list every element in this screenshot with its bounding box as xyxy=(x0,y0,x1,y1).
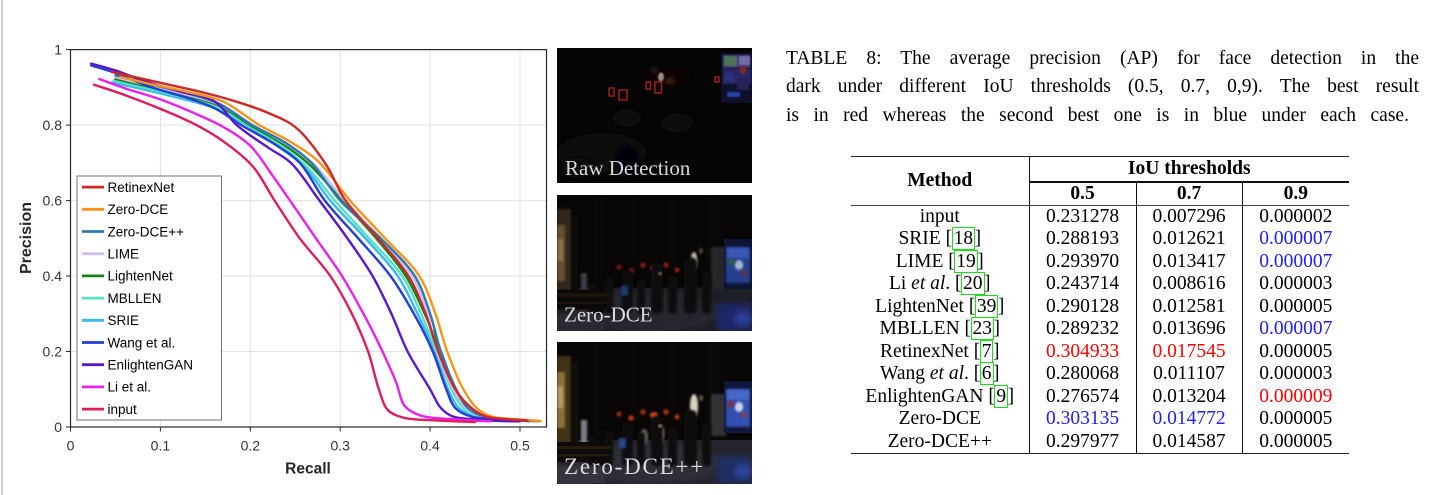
svg-text:Zero-DCE++: Zero-DCE++ xyxy=(108,224,185,239)
svg-text:MBLLEN: MBLLEN xyxy=(108,291,162,306)
svg-text:EnlightenGAN: EnlightenGAN xyxy=(108,358,194,373)
svg-text:0: 0 xyxy=(54,419,62,435)
svg-text:Wang et al.: Wang et al. xyxy=(108,335,176,350)
svg-text:0.5: 0.5 xyxy=(510,437,530,453)
svg-text:1: 1 xyxy=(54,42,62,58)
svg-text:0.6: 0.6 xyxy=(43,193,63,209)
svg-text:input: input xyxy=(108,402,138,417)
svg-text:0.4: 0.4 xyxy=(420,437,440,453)
svg-text:0.1: 0.1 xyxy=(151,437,171,453)
svg-text:Li et al.: Li et al. xyxy=(108,380,152,395)
svg-text:0.8: 0.8 xyxy=(43,117,63,133)
svg-text:RetinexNet: RetinexNet xyxy=(108,180,175,195)
svg-text:Recall: Recall xyxy=(285,460,331,477)
svg-text:SRIE: SRIE xyxy=(108,313,140,328)
svg-text:0: 0 xyxy=(67,437,75,453)
svg-text:Zero-DCE: Zero-DCE xyxy=(108,202,169,217)
svg-text:LightenNet: LightenNet xyxy=(108,269,174,284)
svg-text:0.3: 0.3 xyxy=(330,437,350,453)
svg-text:0.4: 0.4 xyxy=(43,268,63,284)
svg-text:LIME: LIME xyxy=(108,247,140,262)
svg-text:Zero-DCE++: Zero-DCE++ xyxy=(564,454,705,479)
svg-text:0.2: 0.2 xyxy=(241,437,261,453)
svg-text:Zero-DCE: Zero-DCE xyxy=(564,302,653,326)
svg-text:0.2: 0.2 xyxy=(43,344,63,360)
svg-text:Precision: Precision xyxy=(18,202,35,274)
svg-text:Raw Detection: Raw Detection xyxy=(565,156,691,180)
